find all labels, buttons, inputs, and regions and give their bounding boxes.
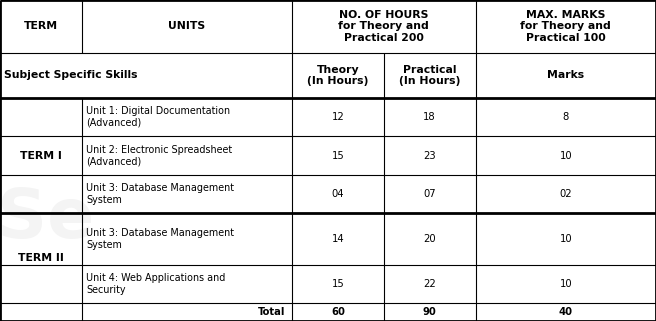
Text: MAX. MARKS
for Theory and
Practical 100: MAX. MARKS for Theory and Practical 100 bbox=[520, 10, 611, 43]
Text: 10: 10 bbox=[560, 151, 572, 161]
Text: NO. OF HOURS
for Theory and
Practical 200: NO. OF HOURS for Theory and Practical 20… bbox=[338, 10, 429, 43]
Text: 15: 15 bbox=[331, 151, 344, 161]
Text: Se: Se bbox=[0, 185, 94, 252]
Text: 23: 23 bbox=[423, 151, 436, 161]
Text: 90: 90 bbox=[423, 307, 436, 317]
Text: Subject Specific Skills: Subject Specific Skills bbox=[4, 70, 138, 81]
Text: Marks: Marks bbox=[547, 70, 584, 81]
Text: Unit 1: Digital Documentation
(Advanced): Unit 1: Digital Documentation (Advanced) bbox=[86, 106, 230, 128]
Text: Practical
(In Hours): Practical (In Hours) bbox=[399, 65, 461, 86]
Text: 22: 22 bbox=[423, 279, 436, 289]
Text: Unit 3: Database Management
System: Unit 3: Database Management System bbox=[86, 183, 234, 205]
Text: 12: 12 bbox=[331, 112, 344, 122]
Text: Theory
(In Hours): Theory (In Hours) bbox=[307, 65, 369, 86]
Text: TERM I: TERM I bbox=[20, 151, 62, 161]
Text: 18: 18 bbox=[423, 112, 436, 122]
Text: TERM: TERM bbox=[24, 22, 58, 31]
Text: 20: 20 bbox=[423, 234, 436, 244]
Text: 10: 10 bbox=[560, 234, 572, 244]
Text: Unit 3: Database Management
System: Unit 3: Database Management System bbox=[86, 228, 234, 250]
Text: 15: 15 bbox=[331, 279, 344, 289]
Text: TERM II: TERM II bbox=[18, 253, 64, 264]
Text: 8: 8 bbox=[563, 112, 569, 122]
Text: Unit 2: Electronic Spreadsheet
(Advanced): Unit 2: Electronic Spreadsheet (Advanced… bbox=[86, 145, 232, 167]
Text: Unit 4: Web Applications and
Security: Unit 4: Web Applications and Security bbox=[86, 273, 225, 295]
Text: 40: 40 bbox=[559, 307, 573, 317]
Text: 60: 60 bbox=[331, 307, 345, 317]
Text: 10: 10 bbox=[560, 279, 572, 289]
Text: 02: 02 bbox=[560, 189, 572, 199]
Text: 07: 07 bbox=[423, 189, 436, 199]
Text: 14: 14 bbox=[331, 234, 344, 244]
Text: 04: 04 bbox=[331, 189, 344, 199]
Text: UNITS: UNITS bbox=[169, 22, 205, 31]
Text: Total: Total bbox=[258, 307, 285, 317]
